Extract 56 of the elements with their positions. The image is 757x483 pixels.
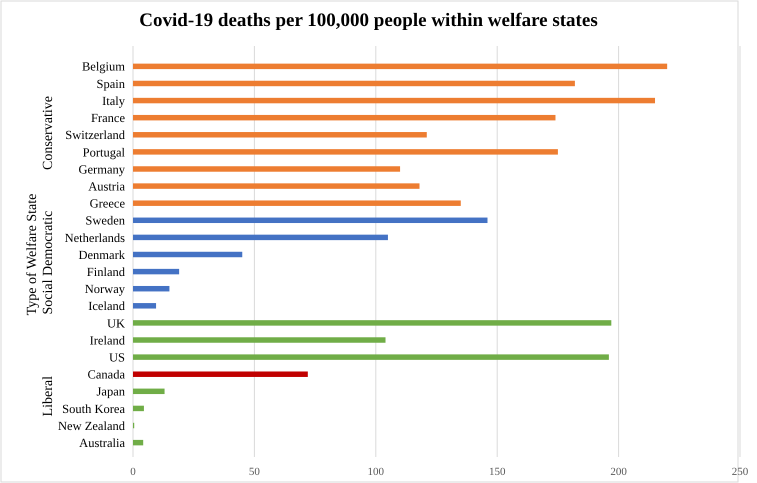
y-tick-label: New Zealand	[58, 418, 126, 433]
bar	[133, 252, 242, 258]
y-tick-label: Finland	[86, 264, 126, 279]
bar	[133, 183, 420, 189]
bar	[133, 440, 144, 446]
y-tick-label: Switzerland	[65, 128, 126, 142]
x-tick-label: 100	[368, 466, 385, 478]
y-tick-label: Italy	[102, 94, 126, 108]
y-tick-label: Norway	[84, 282, 126, 296]
y-tick-label: South Korea	[62, 402, 126, 416]
bar	[133, 388, 165, 394]
bar	[133, 132, 427, 138]
text: Liberal	[41, 376, 56, 416]
x-tick-label: 0	[130, 466, 136, 478]
y-tick-label: Greece	[90, 196, 126, 211]
bar	[133, 98, 656, 104]
y-tick-label: Netherlands	[64, 230, 126, 245]
text: Conservative	[41, 96, 56, 170]
y-tick-label: Spain	[96, 76, 126, 91]
y-tick-label: Canada	[88, 368, 126, 382]
y-tick-label: Germany	[78, 162, 126, 176]
y-tick-label: Japan	[96, 384, 126, 399]
bar	[133, 320, 612, 326]
y-tick-label: Portugal	[82, 145, 126, 160]
bar	[133, 80, 575, 86]
bar	[133, 166, 400, 172]
bar	[133, 234, 388, 240]
y-tick-label: Ireland	[90, 333, 126, 348]
bar	[133, 114, 556, 120]
x-tick-label: 200	[610, 466, 628, 478]
y-tick-label: Sweden	[85, 214, 126, 228]
y-tick-label: Denmark	[78, 248, 126, 262]
y-tick-label: US	[109, 350, 126, 364]
y-tick-label: Australia	[79, 436, 126, 450]
y-tick-label: Austria	[88, 179, 126, 194]
text: Social Democratic	[41, 210, 56, 314]
chart-title: Covid-19 deaths per 100,000 people within welfare states	[139, 10, 598, 31]
bar	[133, 218, 488, 224]
y-tick-label: Iceland	[88, 299, 126, 314]
bar	[133, 268, 180, 274]
x-tick-label: 50	[248, 466, 260, 478]
y-tick-label: UK	[106, 316, 125, 330]
bar	[133, 406, 144, 412]
y-axis-title: Type of Welfare State	[25, 194, 40, 316]
bar	[133, 371, 308, 377]
y-tick-label: Belgium	[82, 60, 126, 74]
bar	[133, 200, 461, 206]
bar	[133, 354, 609, 360]
x-tick-label: 250	[732, 466, 749, 478]
bar	[133, 286, 170, 292]
bar	[133, 149, 558, 155]
bar	[133, 303, 156, 309]
bar	[133, 64, 668, 70]
y-tick-label: France	[90, 111, 126, 126]
x-tick-label: 150	[488, 466, 506, 478]
bar	[133, 337, 386, 343]
